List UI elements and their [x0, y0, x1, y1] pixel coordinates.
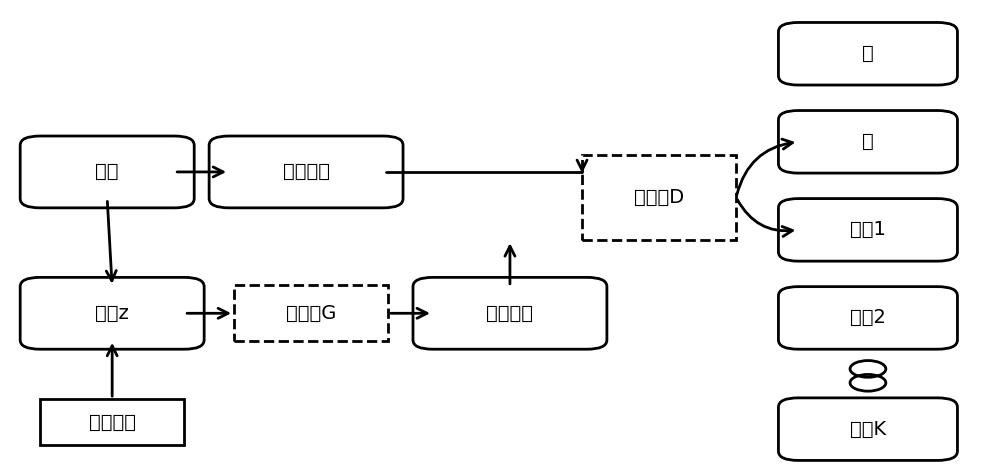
Text: 判别器D: 判别器D — [634, 188, 684, 207]
Text: 真实样本: 真实样本 — [283, 162, 330, 182]
FancyBboxPatch shape — [778, 111, 957, 173]
FancyBboxPatch shape — [778, 287, 957, 349]
Text: 标签1: 标签1 — [850, 220, 886, 239]
Text: 标签2: 标签2 — [850, 309, 886, 327]
Text: 假: 假 — [862, 132, 874, 151]
Text: 噪声z: 噪声z — [95, 304, 129, 323]
FancyBboxPatch shape — [40, 399, 184, 446]
FancyBboxPatch shape — [234, 286, 388, 341]
Text: 标签K: 标签K — [850, 420, 886, 439]
FancyBboxPatch shape — [413, 277, 607, 349]
Text: 随机分布: 随机分布 — [89, 413, 136, 431]
FancyBboxPatch shape — [20, 136, 194, 208]
Text: 生成器G: 生成器G — [286, 304, 336, 323]
FancyBboxPatch shape — [209, 136, 403, 208]
FancyBboxPatch shape — [20, 277, 204, 349]
Text: 标签: 标签 — [95, 162, 119, 182]
Text: 生成样本: 生成样本 — [486, 304, 533, 323]
Text: 真: 真 — [862, 44, 874, 63]
FancyBboxPatch shape — [582, 155, 736, 240]
FancyBboxPatch shape — [778, 23, 957, 85]
FancyBboxPatch shape — [778, 198, 957, 261]
FancyBboxPatch shape — [778, 398, 957, 461]
